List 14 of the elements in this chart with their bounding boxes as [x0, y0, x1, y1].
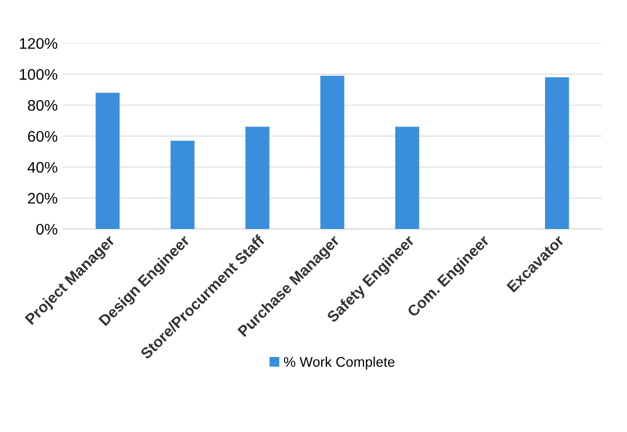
bar [245, 126, 270, 229]
bar [545, 77, 569, 229]
bar [320, 76, 344, 229]
bar [96, 92, 120, 229]
bar [395, 126, 420, 229]
y-tick-label: 0% [36, 224, 58, 235]
y-tick-label: 60% [28, 130, 58, 142]
y-tick-label: 20% [28, 192, 58, 204]
y-tick-label: 100% [20, 69, 58, 80]
bar [170, 140, 195, 229]
y-tick-label: 40% [28, 162, 58, 173]
y-tick-label: 120% [20, 38, 58, 49]
legend-label: % Work Complete [284, 356, 394, 370]
y-tick-label: 80% [28, 100, 58, 111]
